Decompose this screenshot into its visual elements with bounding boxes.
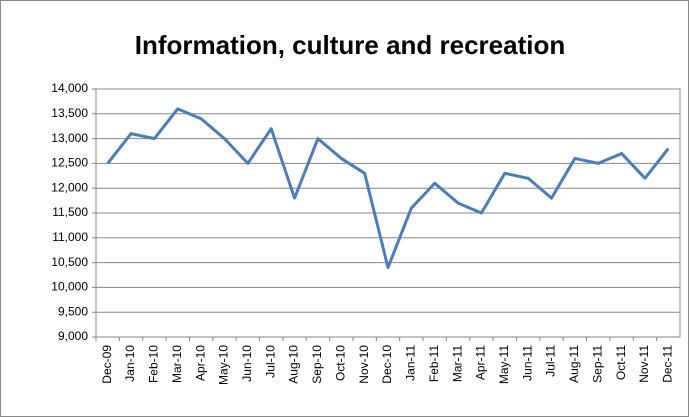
x-tick-label: Apr-10 [193, 345, 207, 381]
y-tick-label: 10,500 [51, 255, 88, 269]
data-line [106, 107, 670, 270]
plot-area [95, 88, 681, 338]
y-tick-label: 14,000 [51, 81, 88, 95]
y-tick-label: 11,000 [52, 230, 88, 244]
x-tick-label: Aug-10 [287, 345, 301, 384]
y-tick-label: 10,000 [51, 280, 88, 294]
y-tick-label: 9,000 [58, 329, 88, 343]
y-tick-label: 12,000 [51, 180, 88, 194]
x-tick-label: Sep-10 [310, 345, 324, 384]
x-tick-label: Aug-11 [567, 345, 581, 383]
x-tick-label: Jul-11 [544, 345, 558, 377]
x-tick-label: Mar-10 [170, 345, 184, 383]
x-tick-label: May-10 [217, 345, 231, 385]
x-tick-label: Jan-10 [123, 345, 137, 382]
x-tick-label: Jul-10 [263, 345, 277, 378]
x-tick-label: Sep-11 [590, 345, 604, 383]
x-tick-label: Mar-11 [450, 345, 464, 382]
x-tick-label: Dec-09 [100, 345, 114, 384]
x-tick-label: Nov-10 [357, 345, 371, 384]
y-tick-label: 13,000 [51, 131, 88, 145]
x-tick-label: Jan-11 [404, 345, 418, 381]
x-tick-label: Jun-10 [240, 345, 254, 382]
x-tick-label: May-11 [497, 345, 511, 384]
x-tick-label: Dec-10 [380, 345, 394, 384]
x-tick-label: Oct-11 [614, 345, 628, 380]
y-tick-label: 13,500 [51, 106, 88, 120]
x-tick-label: Oct-10 [333, 345, 347, 381]
y-tick-label: 11,500 [52, 205, 88, 219]
y-tick-label: 9,500 [58, 304, 88, 318]
x-tick-label: Feb-11 [427, 345, 441, 382]
x-tick-label: Apr-11 [474, 345, 488, 380]
x-tick-label: Feb-10 [147, 345, 161, 383]
y-tick-label: 12,500 [51, 156, 88, 170]
x-tick-label: Nov-11 [637, 345, 651, 383]
x-tick-label: Dec-11 [660, 345, 674, 383]
chart-title: Information, culture and recreation [135, 30, 566, 60]
x-tick-label: Jun-11 [520, 345, 534, 381]
